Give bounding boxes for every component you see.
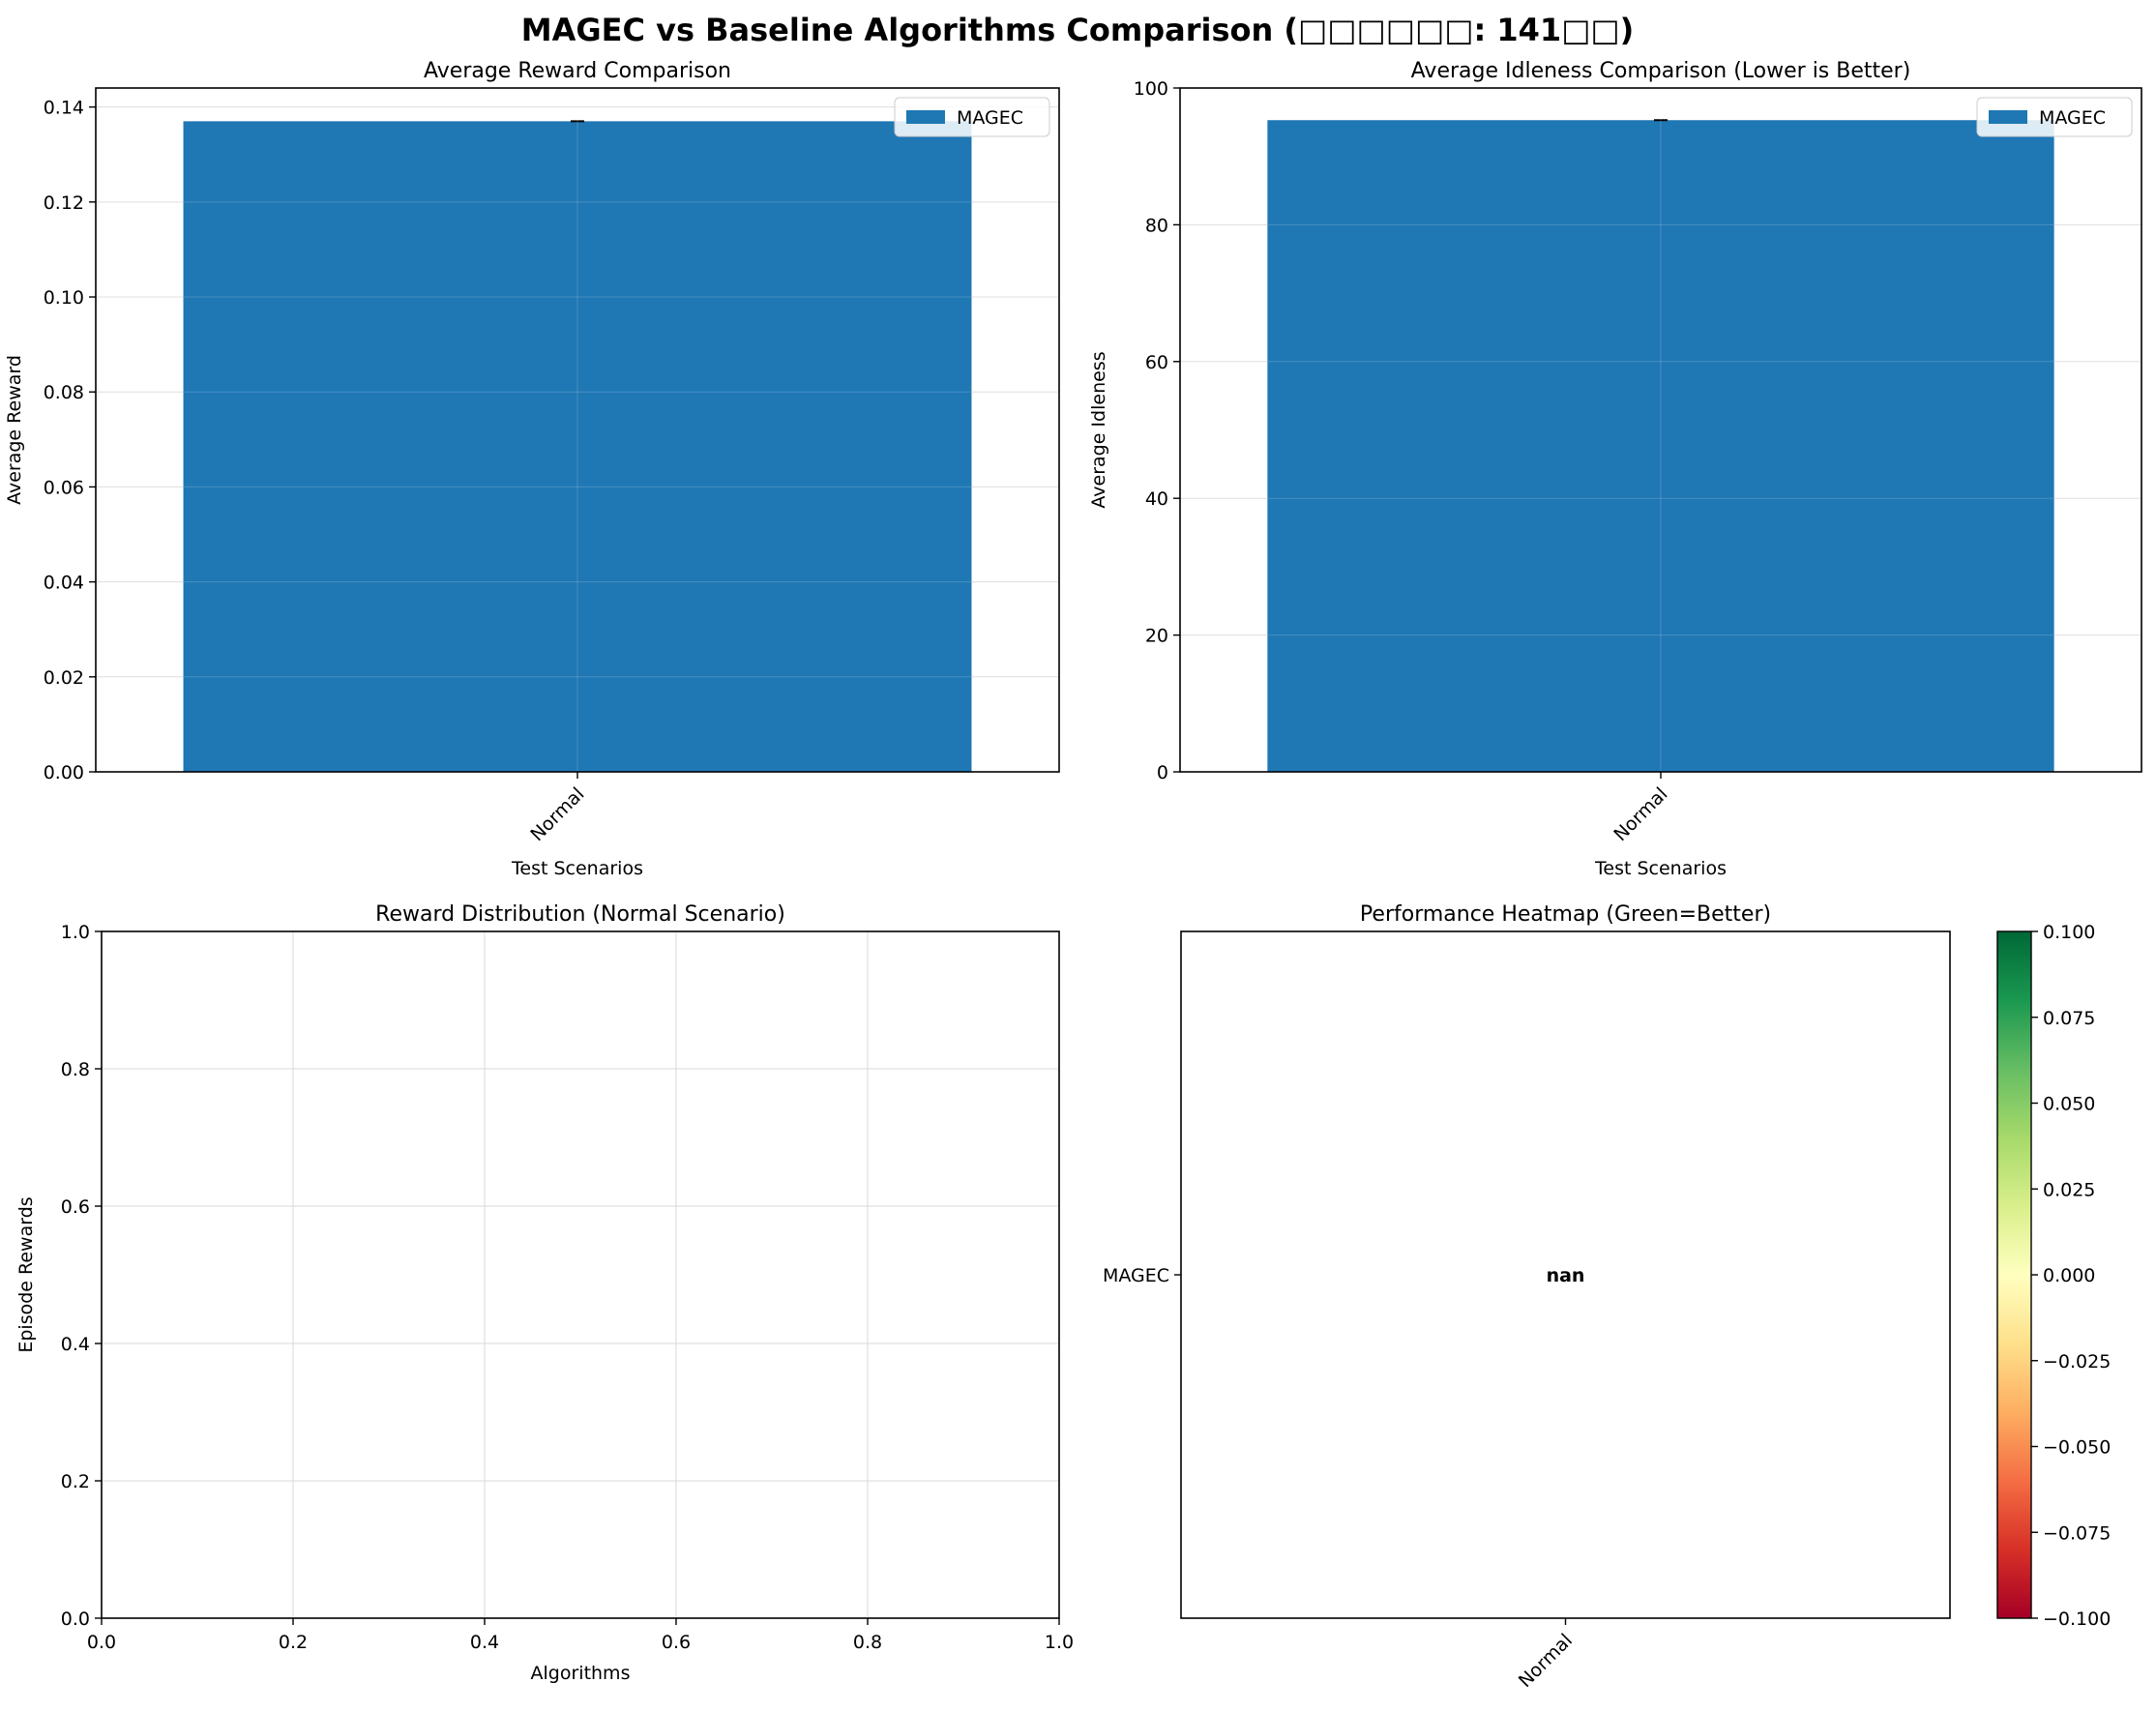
y-tick-label: 0.6 bbox=[61, 1196, 90, 1218]
legend-entry: MAGEC bbox=[2039, 107, 2106, 129]
y-tick-label: 0.04 bbox=[44, 573, 84, 594]
y-tick-label: 0.2 bbox=[61, 1471, 90, 1492]
y-tick-label: 1.0 bbox=[61, 922, 90, 943]
colorbar-tick-label: −0.100 bbox=[2043, 1609, 2111, 1630]
y-tick-label: 20 bbox=[1145, 626, 1168, 647]
bar-magec-normal bbox=[1267, 120, 2054, 772]
y-tick-label: 80 bbox=[1145, 215, 1168, 236]
x-tick-label: 0.6 bbox=[662, 1632, 691, 1653]
legend-box bbox=[1976, 97, 2133, 137]
colorbar-tick-label: −0.075 bbox=[2043, 1522, 2111, 1544]
y-tick-label: 0.14 bbox=[44, 98, 84, 119]
heatmap-cell bbox=[1181, 931, 1950, 1618]
y-tick-label: 0.00 bbox=[44, 762, 84, 783]
colorbar-tick-label: 0.075 bbox=[2043, 1008, 2095, 1029]
y-tick-label: 0.4 bbox=[61, 1334, 90, 1355]
subplot-title: Reward Distribution (Normal Scenario) bbox=[375, 902, 785, 927]
legend-entry: MAGEC bbox=[957, 107, 1023, 129]
y-tick-label: MAGEC bbox=[1103, 1265, 1169, 1286]
axes-frame bbox=[95, 87, 1060, 773]
performance-heatmap: Performance Heatmap (Green=Better) nan MAG… bbox=[1103, 902, 2111, 1692]
x-tick-label: 0.8 bbox=[853, 1632, 882, 1653]
y-tick-label: 0.02 bbox=[44, 667, 84, 689]
x-tick-label: 0.4 bbox=[470, 1632, 499, 1653]
y-tick-label: 40 bbox=[1145, 488, 1168, 510]
colorbar-tick-label: −0.050 bbox=[2043, 1437, 2111, 1459]
y-tick-label: 0.0 bbox=[61, 1609, 90, 1630]
y-tick-label: 0 bbox=[1157, 762, 1168, 783]
colorbar bbox=[1996, 930, 2032, 1619]
y-axis-label: Episode Rewards bbox=[15, 1196, 37, 1352]
colorbar-tick-label: −0.025 bbox=[2043, 1351, 2111, 1373]
x-tick-label: 1.0 bbox=[1045, 1632, 1074, 1653]
colorbar-tick-label: 0.100 bbox=[2043, 922, 2095, 943]
y-tick-label: 0.10 bbox=[44, 287, 84, 309]
axes-frame bbox=[1179, 87, 2142, 773]
y-axis-label: Average Idleness bbox=[1088, 351, 1109, 508]
x-tick-label: 0.0 bbox=[87, 1632, 116, 1653]
legend-swatch bbox=[906, 110, 945, 124]
x-axis-label: Test Scenarios bbox=[1594, 858, 1727, 879]
x-axis-label: Algorithms bbox=[531, 1663, 631, 1684]
x-axis-label: Test Scenarios bbox=[511, 858, 643, 879]
colorbar-tick-label: 0.025 bbox=[2043, 1179, 2095, 1200]
x-tick-label: 0.2 bbox=[279, 1632, 308, 1653]
y-tick-label: 0.8 bbox=[61, 1059, 90, 1080]
y-tick-label: 0.08 bbox=[44, 382, 84, 403]
legend: MAGEC bbox=[894, 97, 1050, 137]
bar-magec-normal bbox=[183, 121, 972, 773]
axes-frame bbox=[101, 930, 1060, 1619]
reward-bar-chart: Average Reward Comparison 0.00 0.02 0.04 0.0… bbox=[4, 59, 1060, 879]
figure-title: MAGEC vs Baseline Algorithms Comparison … bbox=[521, 12, 1635, 48]
y-tick-label: 0.12 bbox=[44, 192, 84, 214]
legend: MAGEC bbox=[1976, 97, 2133, 137]
reward-distribution-plot: Reward Distribution (Normal Scenario) 0.0… bbox=[15, 902, 1074, 1684]
y-tick-label: 100 bbox=[1134, 78, 1168, 100]
y-axis-label: Average Reward bbox=[4, 355, 25, 505]
y-tick-label: 60 bbox=[1145, 352, 1168, 373]
subplot-title: Average Reward Comparison bbox=[424, 59, 731, 83]
y-tick-label: 0.06 bbox=[44, 477, 84, 498]
legend-swatch bbox=[1989, 110, 2027, 124]
colorbar-tick-label: 0.000 bbox=[2043, 1265, 2095, 1286]
legend-box bbox=[894, 97, 1050, 137]
subplot-title: Performance Heatmap (Green=Better) bbox=[1360, 902, 1771, 927]
colorbar-tick-label: 0.050 bbox=[2043, 1094, 2095, 1115]
heatmap-cell-label: nan bbox=[1547, 1265, 1585, 1286]
subplot-title: Average Idleness Comparison (Lower is Be… bbox=[1411, 59, 1911, 83]
